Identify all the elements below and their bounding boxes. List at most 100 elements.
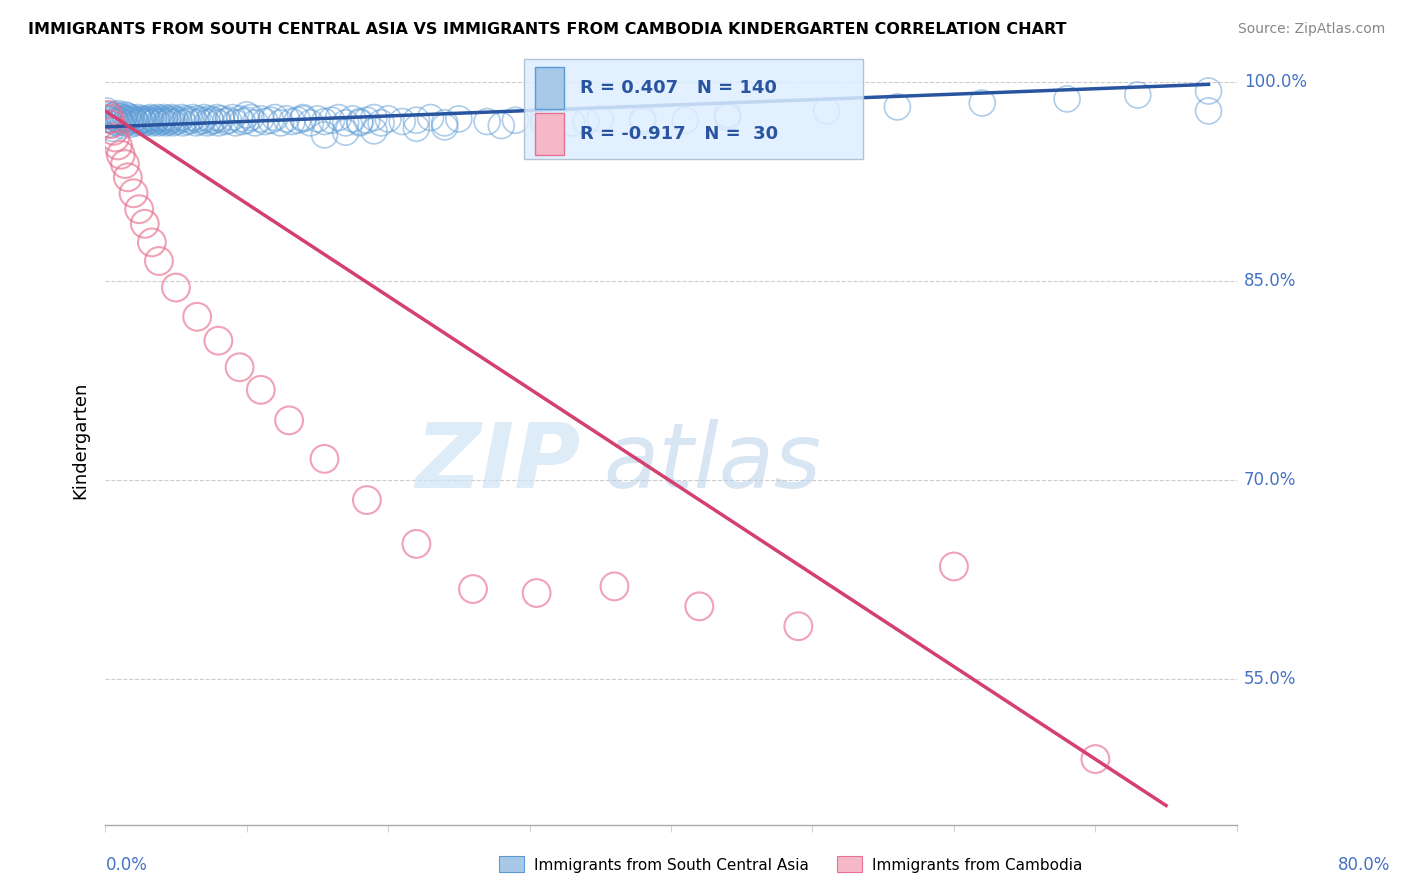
Point (235, 108, 257, 122)
Point (228, 112, 250, 126)
Point (886, 100, 908, 114)
Point (942, 559, 965, 574)
Point (239, 111, 262, 125)
Point (249, 383, 271, 397)
Text: Source: ZipAtlas.com: Source: ZipAtlas.com (1237, 22, 1385, 37)
Point (281, 114, 304, 128)
Point (405, 537, 427, 551)
Point (165, 280, 187, 294)
Point (186, 310, 208, 324)
Point (335, 125, 357, 139)
Point (98, 117, 121, 131)
Point (249, 112, 271, 126)
Point (143, 114, 166, 128)
Y-axis label: Kindergarten: Kindergarten (72, 382, 89, 499)
Point (363, 111, 385, 125)
Point (526, 586, 548, 600)
Point (292, 111, 315, 125)
Point (184, 116, 207, 130)
Point (193, 111, 215, 125)
Point (264, 111, 287, 125)
Point (114, 157, 136, 171)
Point (815, 103, 838, 118)
Point (224, 116, 246, 130)
Point (716, 108, 738, 122)
FancyBboxPatch shape (536, 67, 564, 109)
Point (98, 108, 121, 122)
Text: atlas: atlas (603, 419, 821, 508)
Text: R = -0.917   N =  30: R = -0.917 N = 30 (581, 125, 779, 143)
Point (104, 108, 127, 122)
Point (342, 112, 364, 126)
FancyBboxPatch shape (524, 59, 863, 159)
Point (117, 109, 139, 123)
Point (145, 113, 167, 128)
Text: ZIP: ZIP (415, 419, 581, 508)
Point (314, 451, 336, 466)
Point (356, 493, 378, 508)
Point (391, 114, 413, 128)
Point (103, 111, 125, 125)
Point (1056, 92, 1078, 106)
Point (314, 114, 336, 128)
Point (162, 116, 184, 130)
Point (155, 116, 177, 130)
Point (156, 112, 179, 126)
Point (1084, 752, 1107, 766)
Point (121, 114, 143, 128)
Point (575, 114, 598, 128)
Point (100, 117, 122, 131)
Point (314, 128, 336, 142)
Point (165, 114, 187, 128)
Point (461, 582, 484, 596)
Point (603, 579, 626, 593)
Point (160, 111, 183, 125)
Point (104, 130, 127, 145)
Point (278, 413, 301, 427)
Point (149, 112, 172, 126)
Point (228, 360, 250, 375)
Point (231, 114, 253, 128)
Point (533, 116, 555, 130)
Point (254, 114, 277, 128)
Point (328, 111, 350, 125)
Point (491, 119, 513, 133)
Point (363, 124, 385, 138)
Point (139, 111, 162, 125)
Point (209, 112, 232, 126)
Point (110, 147, 132, 161)
Point (157, 114, 180, 128)
Point (131, 112, 153, 126)
Point (972, 95, 994, 110)
Point (202, 113, 225, 128)
Text: 100.0%: 100.0% (1244, 73, 1308, 91)
Point (146, 111, 169, 125)
Point (270, 116, 292, 130)
Point (101, 109, 124, 123)
Point (1198, 84, 1220, 98)
Point (198, 112, 221, 126)
Point (163, 112, 186, 126)
Point (235, 113, 257, 128)
FancyBboxPatch shape (536, 113, 564, 155)
Point (561, 116, 583, 130)
Point (217, 113, 239, 128)
Point (105, 116, 128, 130)
Point (142, 112, 165, 126)
Point (207, 334, 229, 348)
Point (153, 111, 176, 125)
Point (179, 113, 201, 128)
Point (349, 114, 371, 128)
Point (214, 114, 236, 128)
Point (108, 109, 131, 123)
Point (117, 170, 139, 185)
Point (205, 111, 228, 125)
Point (405, 121, 427, 136)
Point (243, 116, 266, 130)
Point (107, 106, 129, 120)
Point (124, 113, 146, 128)
Point (150, 114, 173, 128)
Point (186, 112, 208, 126)
Point (191, 113, 214, 128)
Point (533, 111, 555, 125)
